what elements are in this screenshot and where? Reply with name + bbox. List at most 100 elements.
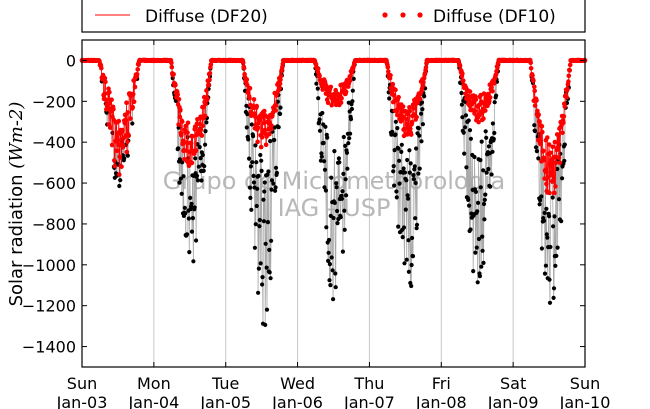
global-point [341,171,346,176]
legend-label-df20: Diffuse (DF20) [145,7,268,27]
global-point [191,259,196,264]
diffuse-df10-point [540,129,545,135]
global-point [404,257,409,262]
global-point [256,173,261,178]
global-point [321,140,326,146]
diffuse-df10-point [199,133,205,138]
diffuse-df10-point [169,64,175,70]
diffuse-df10-point [185,120,191,126]
global-point [247,156,252,161]
global-point [401,166,406,171]
global-point [274,170,279,175]
global-point [413,216,418,221]
global-point [317,128,323,133]
global-point [317,117,322,122]
x-tick-label-day: Fri [432,374,451,393]
global-point [335,221,340,226]
diffuse-df10-point [183,148,189,153]
global-point [488,184,493,189]
diffuse-df10-point [535,108,540,114]
diffuse-df10-point [241,65,247,71]
x-tick-label-day: Sat [500,374,526,393]
diffuse-df10-point [109,97,114,102]
global-point [348,117,354,122]
diffuse-df10-point [530,73,535,78]
diffuse-df10-point [549,172,554,178]
global-point [199,178,204,183]
global-point [330,268,335,273]
global-point [273,185,278,190]
diffuse-df10-point [179,133,184,138]
global-point [347,136,352,141]
diffuse-df10-point [200,123,206,129]
global-point [314,81,319,86]
global-point [323,124,328,129]
global-point [478,185,483,190]
diffuse-df10-point [106,86,111,91]
global-point [189,229,195,234]
global-point [327,262,332,267]
diffuse-df10-point [188,140,194,146]
diffuse-df10-point [421,80,426,85]
global-point [331,297,336,302]
global-point [326,237,332,243]
diffuse-df10-point [546,142,552,147]
diffuse-df10-point [198,127,204,132]
global-point [473,189,478,194]
diffuse-df10-point [120,127,125,133]
diffuse-df10-point [556,133,561,138]
global-point [474,245,479,250]
global-point [556,197,562,202]
x-tick-label-day: Sun [67,374,97,393]
global-point [551,286,557,291]
global-point [397,181,402,186]
series-diffuse-df10-points [79,57,588,196]
global-point [104,110,109,115]
x-tick-label-day: Sun [570,374,600,393]
global-point [262,180,267,185]
diffuse-df10-point [193,148,199,153]
global-point [486,166,491,172]
legend-marker-df10-c [417,12,423,18]
global-point [318,158,323,163]
global-point [422,94,427,99]
diffuse-df10-point [134,72,140,77]
diffuse-df10-point [550,144,555,150]
global-point [204,120,209,125]
global-point [349,106,354,112]
global-point [542,271,548,276]
diffuse-df10-point [393,87,398,93]
diffuse-df10-point [107,100,113,106]
diffuse-df10-point [262,127,268,133]
global-point [413,180,418,186]
y-tick-label: −1200 [22,297,76,316]
diffuse-df10-point [400,114,406,120]
global-point [406,269,411,274]
diffuse-df10-point [402,126,407,132]
global-point [267,270,272,275]
global-point [327,278,332,283]
global-point [407,148,412,153]
global-point [419,100,425,105]
global-point [409,262,414,268]
global-point [341,134,346,140]
diffuse-df10-point [103,79,108,85]
global-point [532,123,537,128]
diffuse-df10-point [409,119,415,125]
diffuse-df10-point [404,116,409,122]
diffuse-df10-point [555,145,560,150]
global-point [552,214,557,219]
global-point [118,178,123,183]
global-point [547,300,553,305]
diffuse-df10-point [338,100,344,105]
global-point [273,165,279,170]
diffuse-df10-point [477,112,482,118]
global-point [319,154,324,159]
global-point [489,172,494,177]
global-point [392,183,397,188]
global-point [555,166,560,172]
diffuse-df10-point [175,92,180,98]
global-point [336,156,341,161]
global-point [344,150,350,155]
diffuse-df10-point [114,148,120,154]
